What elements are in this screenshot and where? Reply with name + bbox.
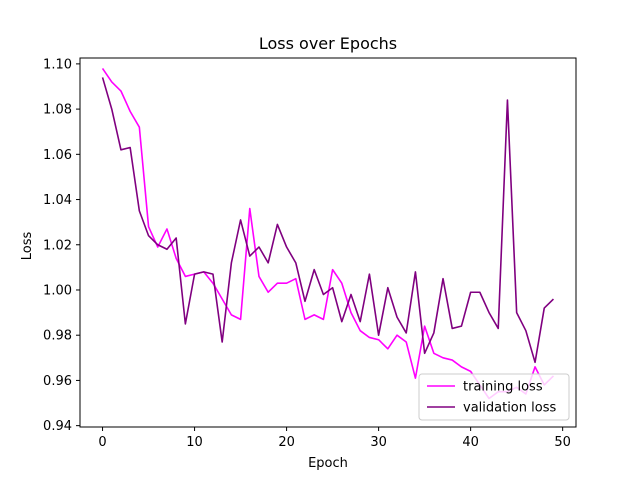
axes-frame bbox=[79, 57, 577, 428]
chart-title: Loss over Epochs bbox=[259, 34, 397, 53]
legend: training loss validation loss bbox=[418, 373, 570, 421]
y-axis-ticks: 0.94 0.96 0.98 1.00 1.02 1.04 1.06 1.08 1.10 bbox=[43, 57, 80, 434]
x-tick-label: 40 bbox=[462, 435, 479, 450]
x-axis-label: Epoch bbox=[308, 456, 348, 471]
x-tick-label: 10 bbox=[186, 435, 203, 450]
x-tick-label: 0 bbox=[98, 435, 106, 450]
y-tick-label: 1.08 bbox=[43, 103, 72, 118]
y-tick-label: 1.06 bbox=[43, 148, 72, 163]
y-tick-label: 1.10 bbox=[43, 57, 72, 72]
x-tick-label: 30 bbox=[370, 435, 387, 450]
y-tick-label: 1.02 bbox=[43, 238, 72, 253]
legend-box bbox=[418, 373, 570, 421]
series-line-validation-loss bbox=[101, 77, 555, 364]
x-tick-label: 50 bbox=[554, 435, 571, 450]
legend-label: training loss bbox=[463, 380, 543, 395]
x-tick-label: 20 bbox=[278, 435, 295, 450]
y-tick-label: 1.04 bbox=[43, 193, 72, 208]
y-tick-label: 0.98 bbox=[43, 329, 72, 344]
y-axis-label: Loss bbox=[20, 232, 35, 261]
y-tick-label: 0.96 bbox=[43, 374, 72, 389]
x-axis-ticks: 0 10 20 30 40 50 bbox=[98, 427, 571, 450]
y-tick-label: 0.94 bbox=[43, 419, 72, 434]
legend-label: validation loss bbox=[463, 401, 556, 416]
y-tick-label: 1.00 bbox=[43, 283, 72, 298]
